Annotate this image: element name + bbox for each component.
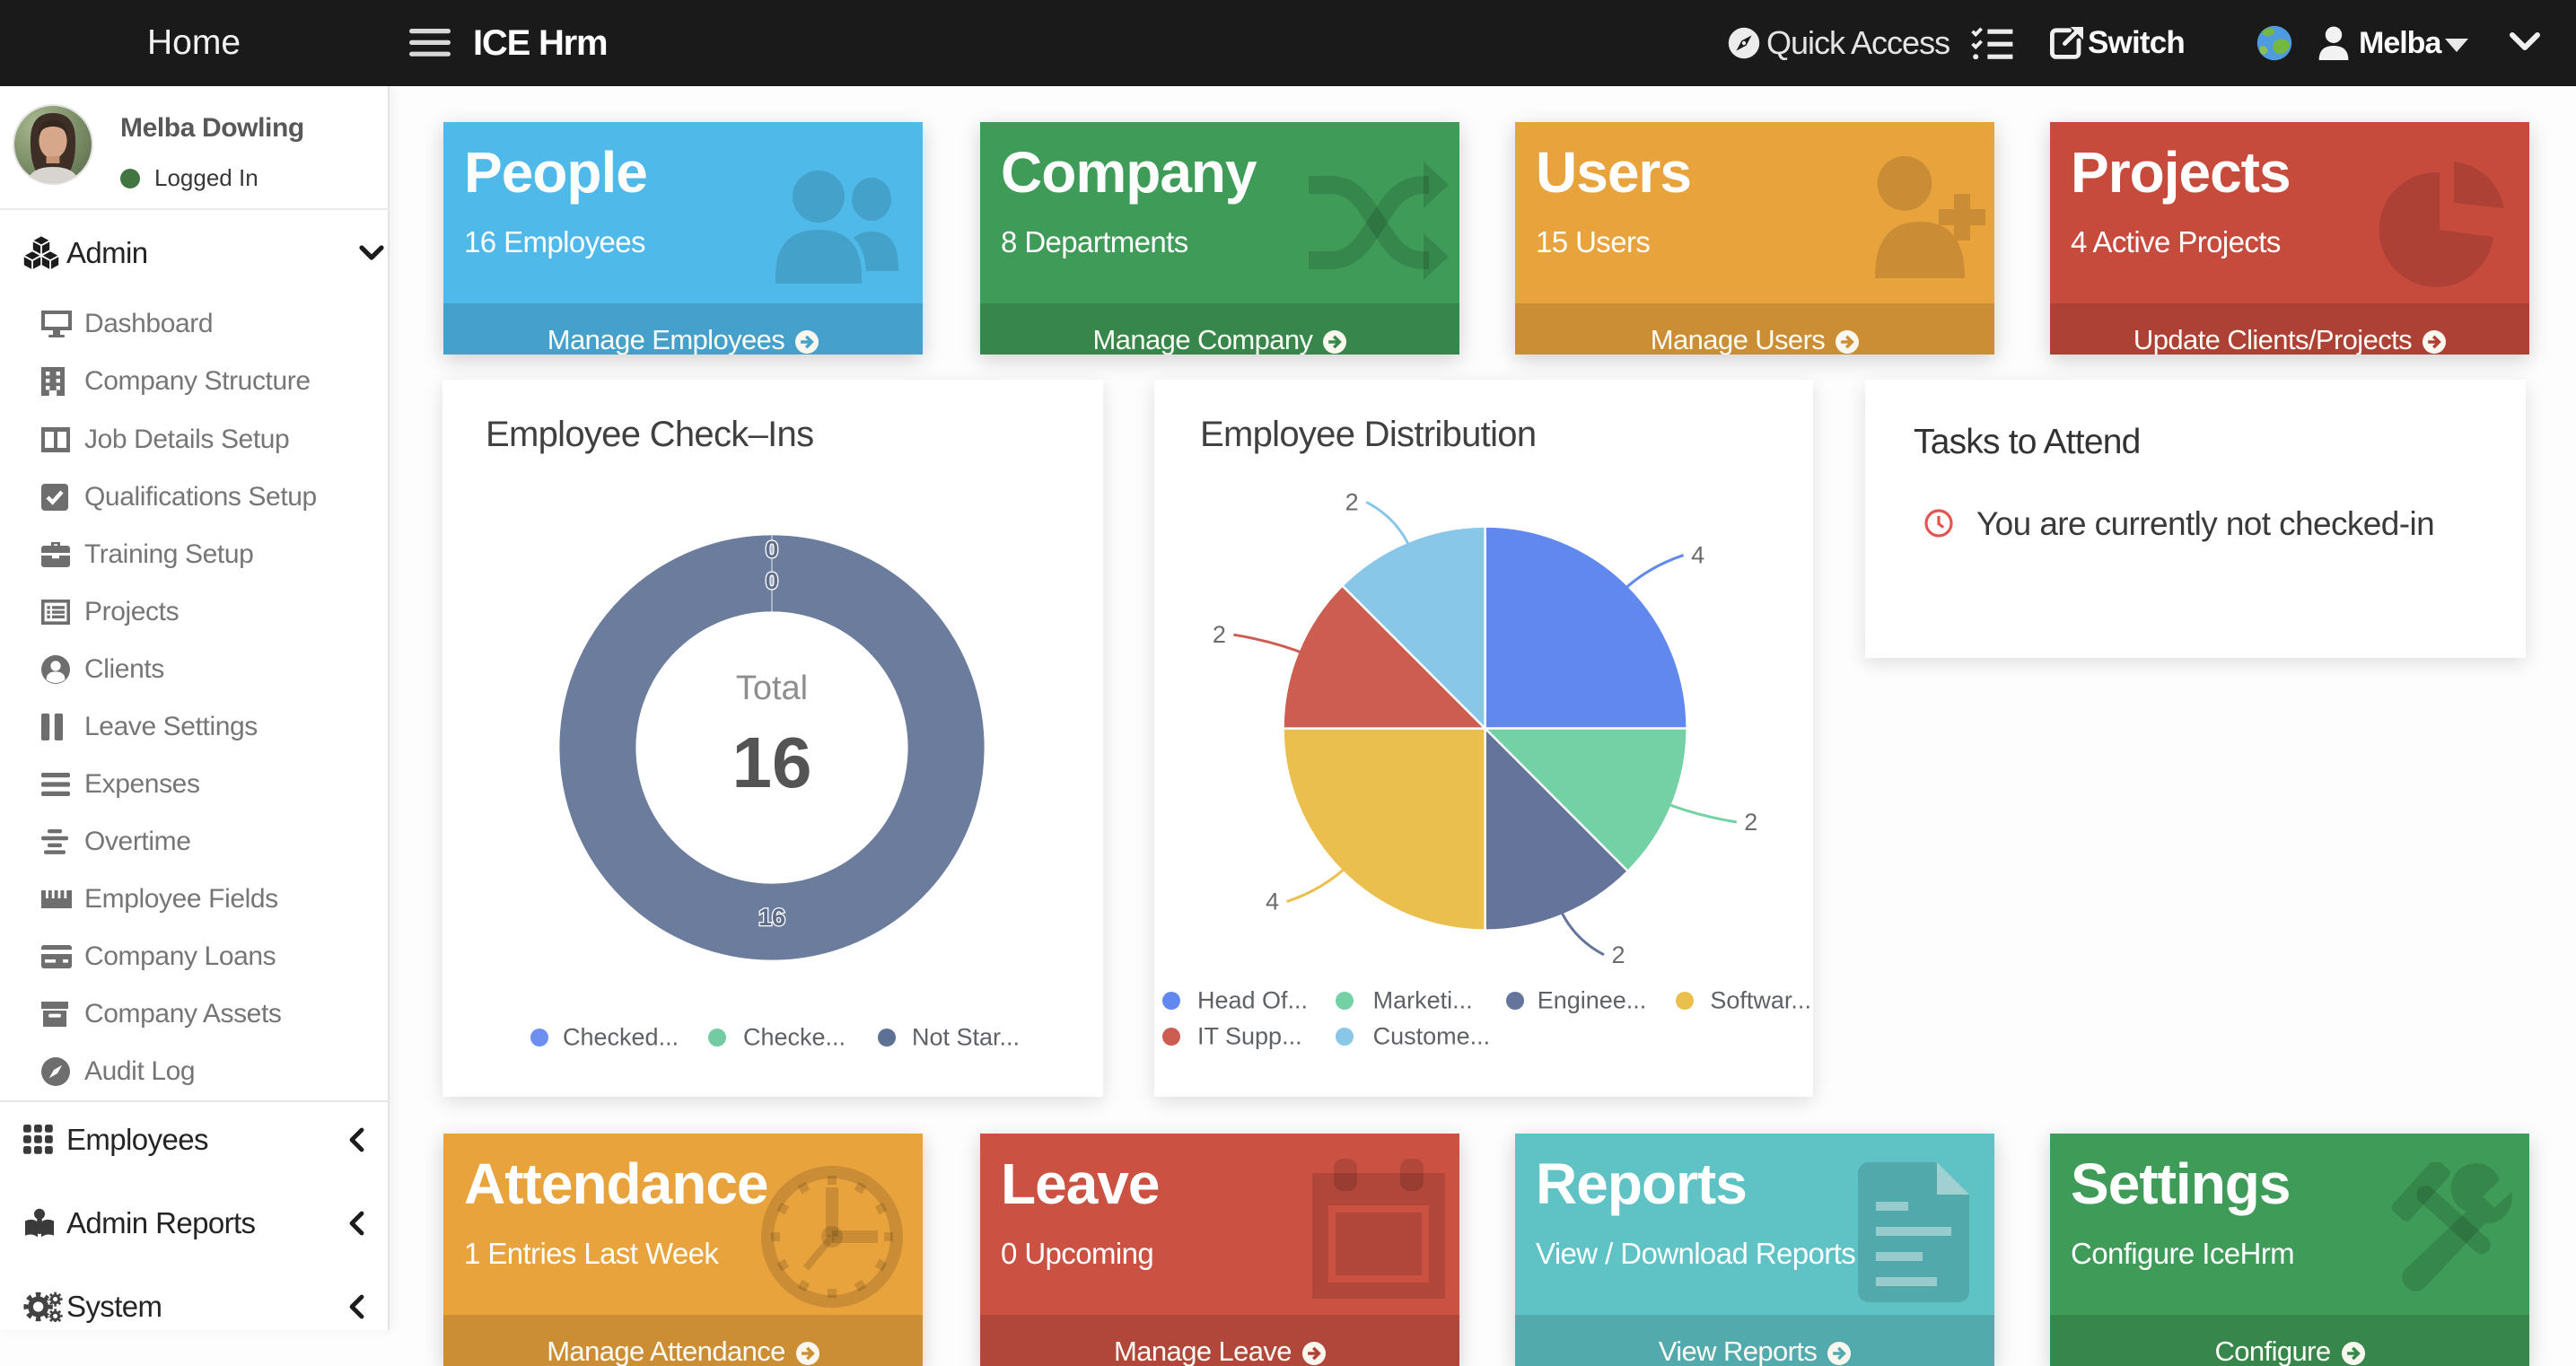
svg-text:4: 4 <box>1691 542 1704 569</box>
svg-text:0: 0 <box>766 567 778 594</box>
svg-text:2: 2 <box>1611 941 1625 968</box>
svg-text:Total: Total <box>736 670 808 707</box>
svg-text:16: 16 <box>732 722 812 802</box>
svg-text:2: 2 <box>1213 621 1226 648</box>
svg-text:16: 16 <box>758 904 785 931</box>
svg-text:0: 0 <box>766 536 778 563</box>
svg-text:2: 2 <box>1345 488 1359 515</box>
svg-text:4: 4 <box>1266 889 1279 915</box>
svg-text:2: 2 <box>1744 809 1757 836</box>
